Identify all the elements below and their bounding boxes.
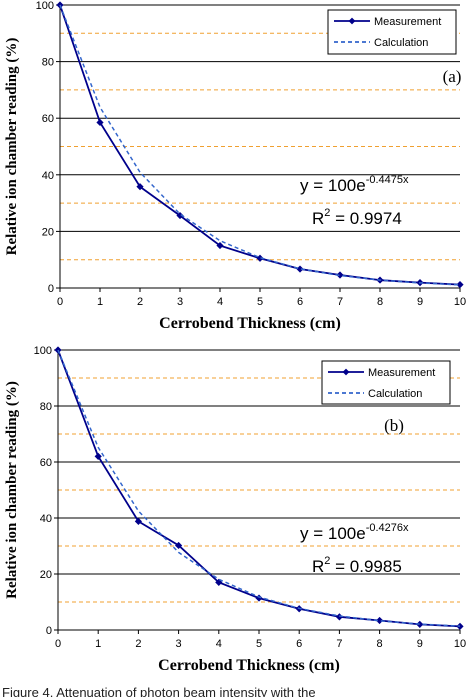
y-axis-label: Relative ion chamber reading (%)	[4, 381, 20, 599]
legend-box	[321, 360, 451, 405]
legend-label-calculation: Calculation	[368, 388, 422, 400]
data-point-marker	[94, 452, 102, 460]
legend-label-calculation: Calculation	[374, 37, 428, 49]
data-point-marker	[255, 594, 263, 602]
x-tick-label: 10	[454, 638, 466, 650]
fit-equation-base: y = 100e	[300, 176, 366, 195]
data-point-marker	[296, 265, 304, 273]
y-tick-label: 60	[42, 113, 54, 125]
r-squared-sup: 2	[324, 207, 330, 219]
y-tick-label: 60	[40, 457, 52, 469]
fit-equation-exponent: -0.4276x	[366, 522, 409, 534]
legend-label-measurement: Measurement	[374, 16, 441, 28]
data-point-marker	[216, 241, 224, 250]
y-tick-label: 80	[40, 401, 52, 413]
x-tick-label: 0	[57, 296, 63, 308]
r-squared: R2 = 0.9985	[312, 555, 402, 576]
fit-equation-base: y = 100e	[300, 524, 366, 543]
y-tick-label: 20	[40, 569, 52, 581]
data-point-marker	[175, 541, 183, 550]
panel-label: (a)	[443, 67, 462, 86]
y-tick-label: 40	[42, 170, 54, 182]
fit-equation-exponent: -0.4475x	[366, 174, 409, 186]
series-line-calculation	[59, 4, 461, 286]
legend-marker	[342, 368, 350, 376]
chart-panel-a: 0 20 40 60 80 100 0 1 2 3 4 5 6 7 8 9 10 Cerrobend Thickn…	[4, 0, 466, 332]
x-tick-label: 5	[257, 296, 263, 308]
r-squared-label: R	[312, 209, 324, 228]
x-tick-label: 8	[377, 638, 383, 650]
x-tick-label: 1	[95, 638, 101, 650]
x-tick-label: 2	[137, 296, 143, 308]
x-tick-label: 2	[135, 638, 141, 650]
y-tick-label: 100	[34, 345, 52, 357]
data-point-marker	[176, 211, 184, 220]
x-tick-label: 0	[55, 638, 61, 650]
data-point-marker	[416, 620, 424, 628]
x-tick-label: 1	[97, 296, 103, 308]
x-axis-label: Cerrobend Thickness (cm)	[158, 657, 340, 674]
y-tick-label: 20	[42, 226, 54, 238]
fit-equation: y = 100e-0.4276x	[300, 522, 409, 543]
r-squared-value: = 0.9974	[330, 209, 401, 228]
data-point-marker	[215, 578, 223, 586]
y-tick-label: 40	[40, 513, 52, 525]
data-point-marker	[336, 271, 344, 279]
r-squared: R2 = 0.9974	[312, 207, 402, 228]
series-line-calculation	[57, 349, 461, 627]
data-point-marker	[456, 281, 464, 289]
legend-marker	[348, 17, 356, 25]
x-tick-label: 9	[417, 296, 423, 308]
r-squared-label: R	[312, 557, 324, 576]
x-tick-label: 6	[296, 638, 302, 650]
x-tick-label: 10	[454, 296, 466, 308]
y-tick-label: 0	[46, 625, 52, 637]
legend-label-measurement: Measurement	[368, 367, 435, 379]
r-squared-sup: 2	[324, 555, 330, 567]
x-tick-label: 4	[217, 296, 223, 308]
x-tick-label: 8	[377, 296, 383, 308]
y-axis-label: Relative ion chamber reading (%)	[4, 38, 20, 256]
x-tick-label: 7	[336, 638, 342, 650]
panel-label: (b)	[384, 416, 404, 435]
x-tick-label: 3	[177, 296, 183, 308]
legend-box	[327, 9, 457, 55]
x-tick-label: 9	[417, 638, 423, 650]
x-tick-label: 4	[216, 638, 222, 650]
x-tick-label: 5	[256, 638, 262, 650]
data-point-marker	[96, 118, 104, 127]
x-axis-label: Cerrobend Thickness (cm)	[159, 315, 341, 332]
r-squared-value: = 0.9985	[330, 557, 401, 576]
chart-panel-b: 0 20 40 60 80 100 0 1 2 3 4 5 6 7 8 9 10 Cerrobend Thickn…	[4, 345, 466, 674]
y-tick-label: 100	[36, 0, 54, 12]
data-point-marker	[256, 254, 264, 262]
data-point-marker	[136, 183, 144, 191]
figure-caption: Figure 4. Attenuation of photon beam int…	[2, 685, 316, 697]
data-point-marker	[335, 613, 343, 621]
y-tick-label: 80	[42, 57, 54, 69]
x-tick-label: 7	[337, 296, 343, 308]
y-tick-label: 0	[48, 283, 54, 295]
x-tick-label: 6	[297, 296, 303, 308]
fit-equation: y = 100e-0.4475x	[300, 174, 409, 195]
data-point-marker	[456, 622, 464, 630]
data-point-marker	[376, 616, 384, 625]
x-tick-label: 3	[176, 638, 182, 650]
data-point-marker	[134, 517, 142, 525]
